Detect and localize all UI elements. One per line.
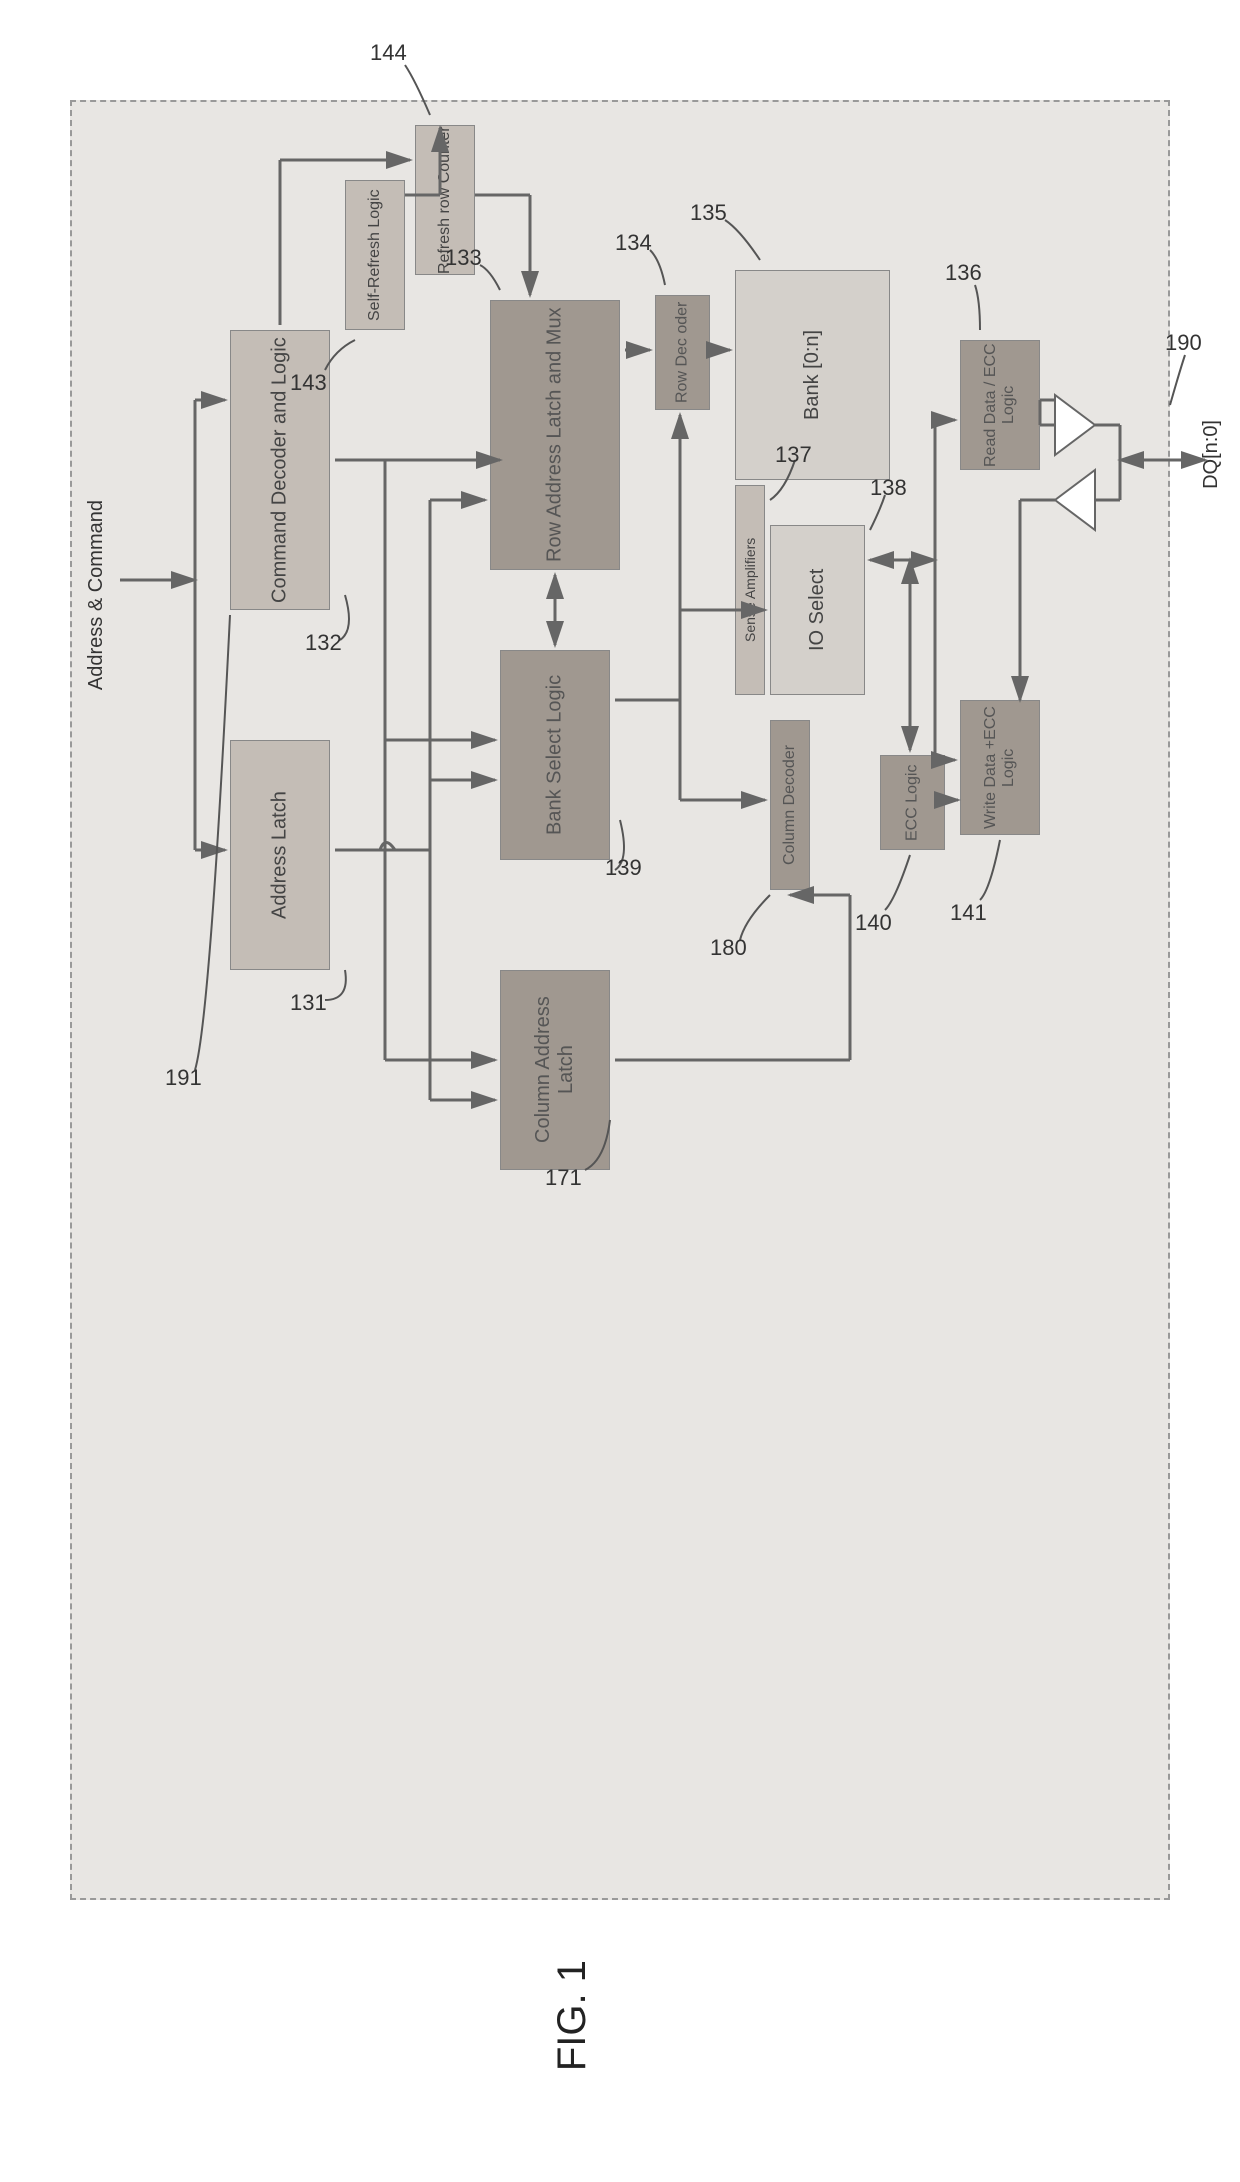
block-col-decoder: Column Decoder	[770, 720, 810, 890]
block-sense-amp: Sense Amplifiers	[735, 485, 765, 695]
label: Sense Amplifiers	[742, 538, 758, 642]
label: Read Data / ECC Logic	[982, 341, 1018, 469]
ref-180: 180	[710, 935, 747, 961]
ref-132: 132	[305, 630, 342, 656]
ref-138: 138	[870, 475, 907, 501]
ref-191: 191	[165, 1065, 202, 1091]
label: ECC Logic	[904, 764, 922, 840]
label: IO Select	[806, 569, 829, 651]
ref-134: 134	[615, 230, 652, 256]
label: Row Dec oder	[674, 302, 692, 403]
block-io-select: IO Select	[770, 525, 865, 695]
label: Self-Refresh Logic	[366, 189, 384, 321]
block-ecc-logic: ECC Logic	[880, 755, 945, 850]
block-self-refresh: Self-Refresh Logic	[345, 180, 405, 330]
label: Address Latch	[269, 791, 292, 919]
ref-143: 143	[290, 370, 327, 396]
block-bank-select: Bank Select Logic	[500, 650, 610, 860]
ref-190: 190	[1165, 330, 1202, 356]
figure-label: FIG. 1	[550, 1960, 595, 2071]
block-row-addr-latch: Row Address Latch and Mux	[490, 300, 620, 570]
label: Command Decoder and Logic	[269, 337, 292, 603]
label: Bank Select Logic	[544, 675, 567, 835]
ref-135: 135	[690, 200, 727, 226]
block-write-data: Write Data +ECC Logic	[960, 700, 1040, 835]
block-col-addr-latch: Column Address Latch	[500, 970, 610, 1170]
label: Bank [0:n]	[801, 330, 824, 420]
label-dq: DQ[n:0]	[1200, 420, 1223, 489]
label: Column Address Latch	[532, 971, 578, 1169]
block-bank: Bank [0:n]	[735, 270, 890, 480]
ref-139: 139	[605, 855, 642, 881]
ref-131: 131	[290, 990, 327, 1016]
ref-133: 133	[445, 245, 482, 271]
ref-140: 140	[855, 910, 892, 936]
block-row-decoder: Row Dec oder	[655, 295, 710, 410]
label: Column Decoder	[781, 745, 799, 865]
block-address-latch: Address Latch	[230, 740, 330, 970]
label-address-command: Address & Command	[85, 500, 108, 690]
ref-141: 141	[950, 900, 987, 926]
label: Write Data +ECC Logic	[982, 701, 1018, 834]
block-read-data: Read Data / ECC Logic	[960, 340, 1040, 470]
ref-136: 136	[945, 260, 982, 286]
label: Row Address Latch and Mux	[544, 308, 567, 563]
ref-137: 137	[775, 442, 812, 468]
ref-144: 144	[370, 40, 407, 66]
ref-171: 171	[545, 1165, 582, 1191]
